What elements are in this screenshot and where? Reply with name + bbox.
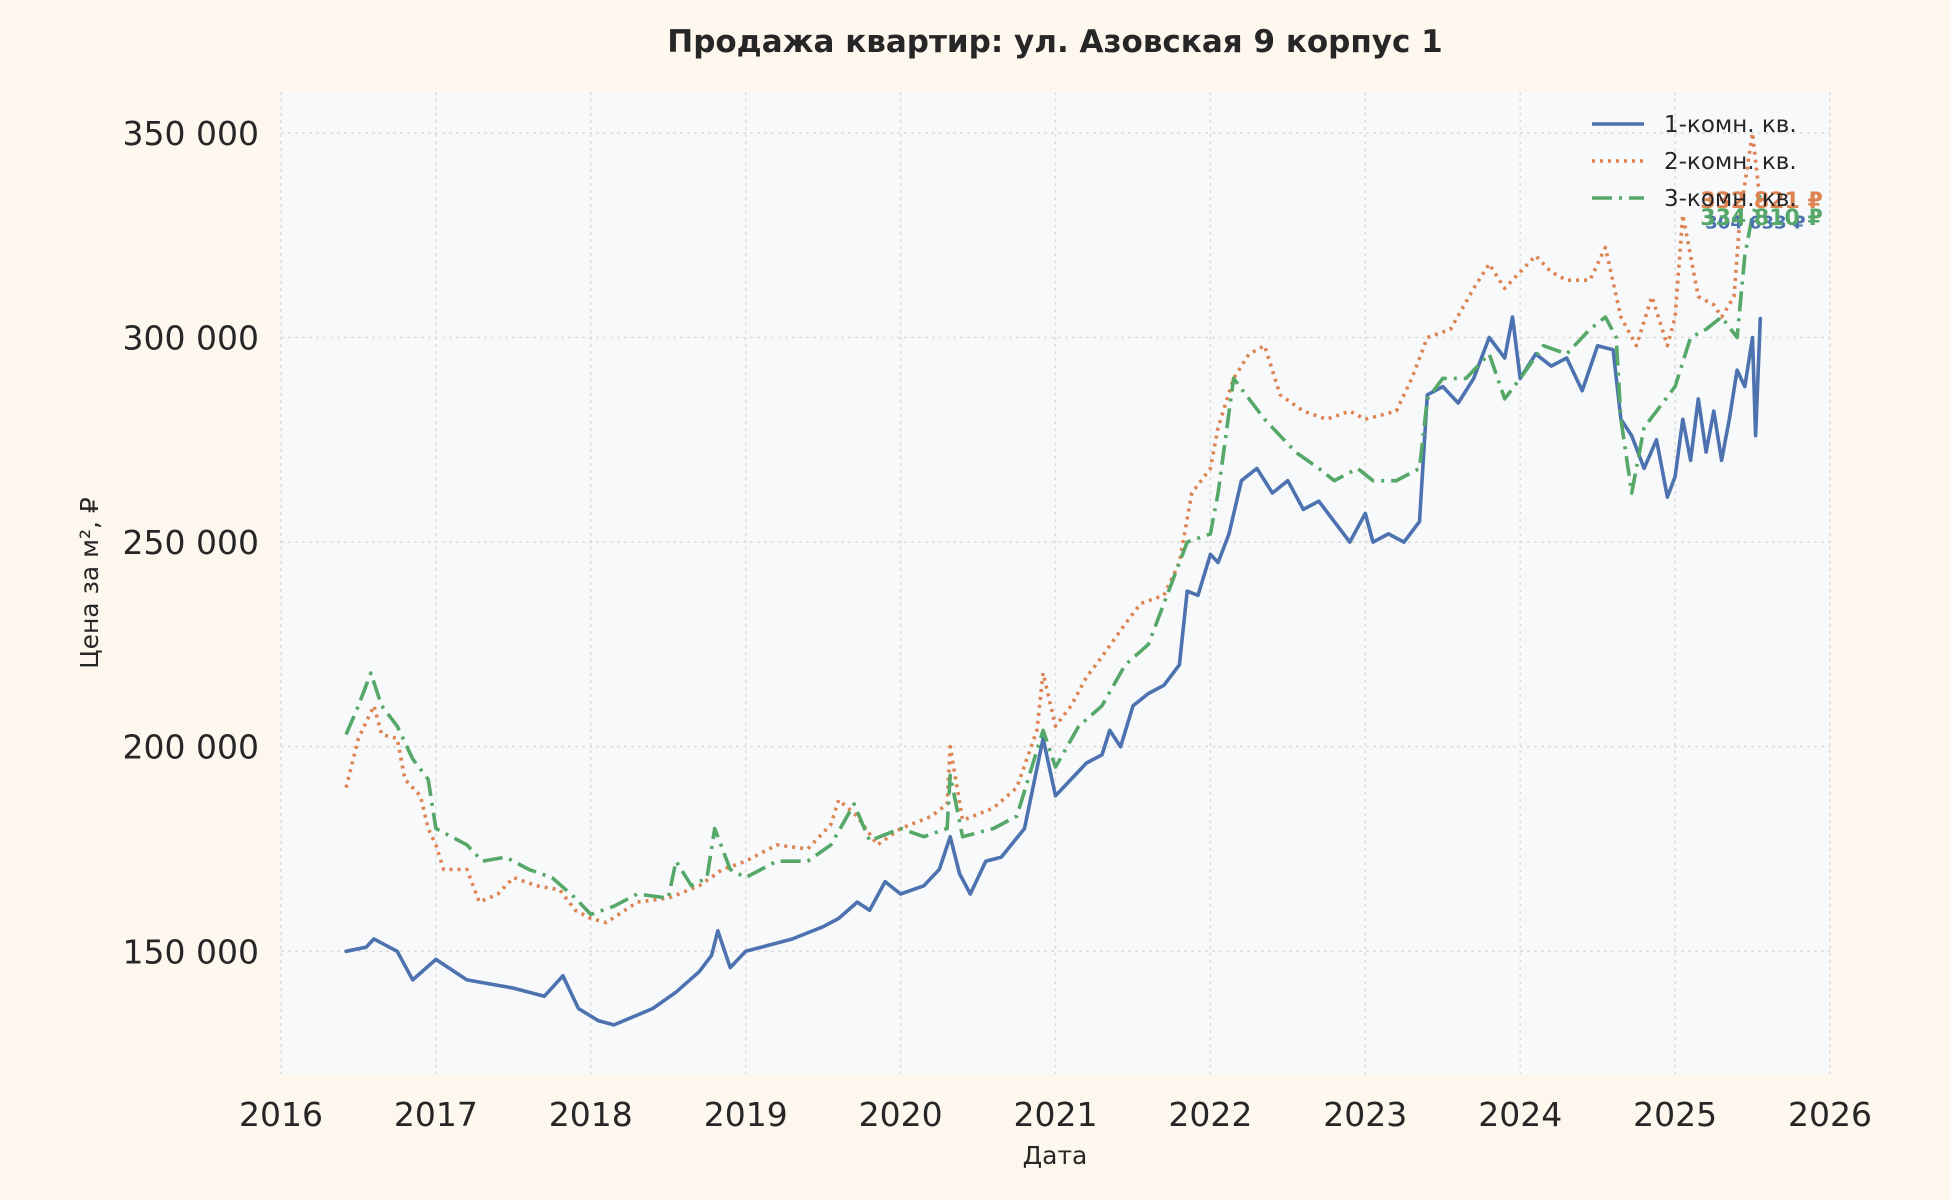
x-tick-label: 2020: [859, 1095, 943, 1134]
y-tick-label: 350 000: [123, 114, 259, 153]
series-line-3: [344, 194, 1762, 917]
series-end-label-3: 334 810 ₽: [1700, 206, 1822, 231]
y-tick-label: 150 000: [123, 932, 259, 971]
legend: 1-комн. кв. 2-комн. кв. 3-комн. кв.: [1592, 112, 1797, 212]
series-layer: [344, 131, 1763, 1027]
x-tick-label: 2018: [549, 1095, 633, 1134]
y-axis-ticks: 150 000 200 000 250 000 300 000 350 000: [123, 114, 259, 971]
x-tick-label: 2023: [1323, 1095, 1407, 1134]
x-tick-label: 2021: [1014, 1095, 1098, 1134]
series-line-2: [344, 131, 1763, 925]
x-tick-label: 2024: [1478, 1095, 1562, 1134]
y-tick-label: 300 000: [123, 319, 259, 358]
x-tick-label: 2022: [1168, 1095, 1252, 1134]
grid: [280, 92, 1831, 1074]
series-line-1: [344, 315, 1763, 1027]
x-axis-ticks: 2016 2017 2018 2019 2020 2021 2022 2023 2024 2025…: [239, 1095, 1872, 1134]
series-end-label-1: 304 633 ₽: [1705, 213, 1805, 234]
x-axis-label: Дата: [1023, 1141, 1088, 1170]
x-tick-label: 2016: [239, 1095, 323, 1134]
y-tick-label: 200 000: [123, 728, 259, 767]
y-axis-label: Цена за м², ₽: [75, 497, 104, 669]
legend-label-2: 2-комн. кв.: [1664, 149, 1797, 175]
x-tick-label: 2025: [1633, 1095, 1717, 1134]
legend-label-3: 3-комн. кв.: [1664, 186, 1797, 212]
y-tick-label: 250 000: [123, 523, 259, 562]
legend-label-1: 1-комн. кв.: [1664, 112, 1797, 138]
chart-title: Продажа квартир: ул. Азовская 9 корпус 1: [667, 24, 1442, 60]
series-end-label-2: 332 821 ₽: [1700, 189, 1822, 214]
end-labels: 304 633 ₽332 821 ₽334 810 ₽: [1700, 189, 1822, 233]
x-tick-label: 2026: [1788, 1095, 1872, 1134]
x-tick-label: 2017: [394, 1095, 478, 1134]
x-tick-label: 2019: [704, 1095, 788, 1134]
